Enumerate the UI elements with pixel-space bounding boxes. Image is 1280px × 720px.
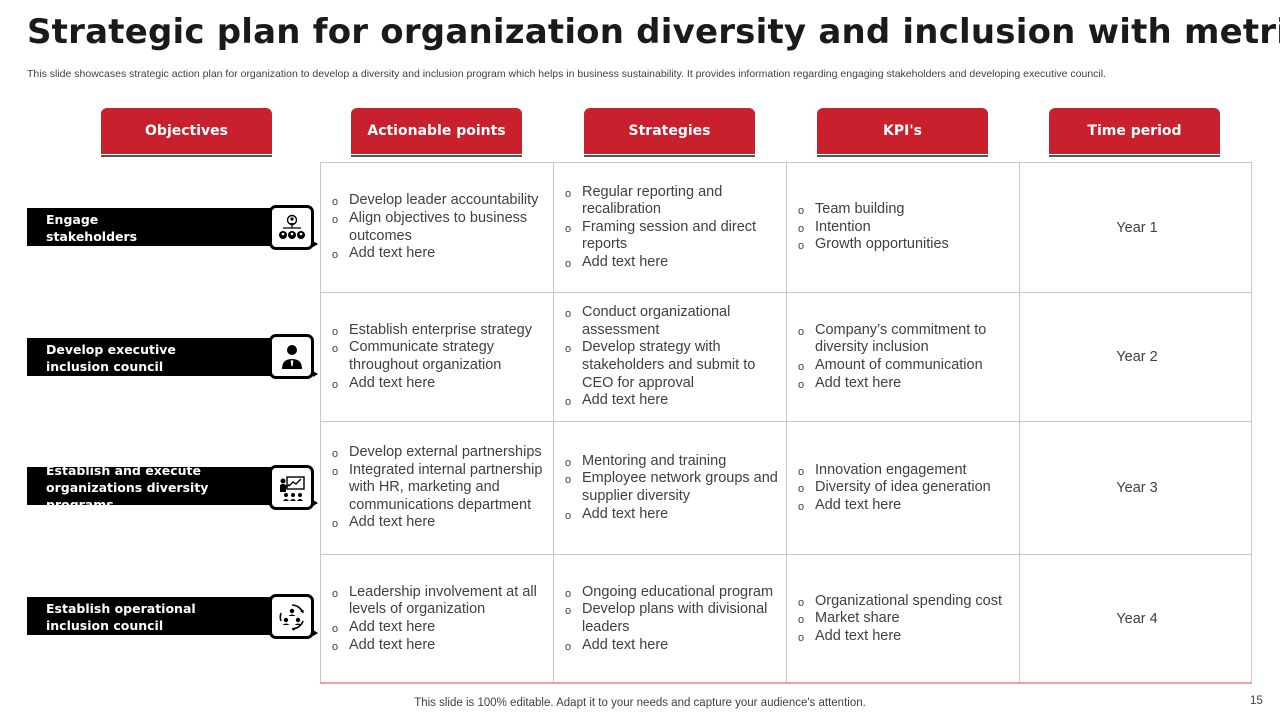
list-item: Company’s commitment to diversity inclus… [797,322,1011,357]
list-item: Team building [797,201,1011,220]
list-item: Establish enterprise strategy [331,322,545,341]
list-item: Amount of communication [797,357,1011,376]
slide-title: Strategic plan for organization diversit… [27,12,1280,52]
header-underline [1049,155,1220,157]
objective-executive-council: Develop executive inclusion council [27,338,277,376]
table-cell-time-period: Year 1 [1019,163,1252,293]
list-item: Add text here [331,514,545,533]
header-underline [817,155,988,157]
objective-label: Develop executive inclusion council [46,342,176,374]
list-item: Add text here [797,375,1011,394]
plan-table: Develop leader accountability Align obje… [320,162,1252,684]
list-item: Employee network groups and supplier div… [564,470,778,505]
council-cycle-icon [269,594,314,639]
header-underline [101,155,272,157]
table-cell-strategies: Conduct organizational assessment Develo… [553,293,786,422]
table-bottom-rule [320,682,1252,684]
table-cell-kpis: Innovation engagement Diversity of idea … [786,422,1019,555]
time-period-value: Year 2 [1116,349,1158,365]
header-objectives: Objectives [101,108,272,154]
list-item: Framing session and direct reports [564,219,778,254]
objective-diversity-programs: Establish and execute organizations dive… [27,463,277,512]
slide-subtitle: This slide showcases strategic action pl… [27,68,1106,80]
table-cell-time-period: Year 3 [1019,422,1252,555]
list-item: Diversity of idea generation [797,479,1011,498]
list-item: Organizational spending cost [797,593,1011,612]
objective-label: Establish and execute organizations dive… [46,462,209,512]
list-item: Add text here [331,619,545,638]
list-item: Conduct organizational assessment [564,304,778,339]
list-item: Communicate strategy throughout organiza… [331,339,545,374]
list-item: Add text here [331,245,545,264]
list-item: Integrated internal partnership with HR,… [331,462,545,515]
presentation-board-icon [269,465,314,510]
table-cell-actionable-points: Develop external partnerships Integrated… [320,422,553,555]
objective-label: Engage stakeholders [46,212,138,244]
list-item: Growth opportunities [797,236,1011,255]
table-cell-kpis: Organizational spending cost Market shar… [786,555,1019,684]
list-item: Align objectives to business outcomes [331,210,545,245]
list-item: Regular reporting and recalibration [564,184,778,219]
table-cell-strategies: Ongoing educational program Develop plan… [553,555,786,684]
list-item: Add text here [331,637,545,656]
slide-footer: This slide is 100% editable. Adapt it to… [414,697,866,709]
page-number: 15 [1250,695,1263,707]
list-item: Ongoing educational program [564,584,778,603]
header-actionable-points: Actionable points [351,108,522,154]
list-item: Add text here [564,254,778,273]
list-item: Mentoring and training [564,453,778,472]
list-item: Add text here [564,506,778,525]
list-item: Innovation engagement [797,462,1011,481]
stakeholders-group-icon [269,205,314,250]
table-cell-actionable-points: Establish enterprise strategy Communicat… [320,293,553,422]
table-cell-time-period: Year 4 [1019,555,1252,684]
objective-engage-stakeholders: Engage stakeholders [27,208,277,246]
table-cell-time-period: Year 2 [1019,293,1252,422]
table-cell-strategies: Mentoring and training Employee network … [553,422,786,555]
table-cell-kpis: Company’s commitment to diversity inclus… [786,293,1019,422]
objective-operational-council: Establish operational inclusion council [27,597,277,635]
table-cell-kpis: Team building Intention Growth opportuni… [786,163,1019,293]
executive-person-icon [269,334,314,379]
time-period-value: Year 4 [1116,611,1158,627]
table-cell-actionable-points: Leadership involvement at all levels of … [320,555,553,684]
list-item: Market share [797,610,1011,629]
header-underline [351,155,522,157]
list-item: Intention [797,219,1011,238]
list-item: Develop strategy with stakeholders and s… [564,339,778,392]
list-item: Develop external partnerships [331,444,545,463]
list-item: Develop plans with divisional leaders [564,601,778,636]
list-item: Add text here [797,497,1011,516]
table-cell-strategies: Regular reporting and recalibration Fram… [553,163,786,293]
list-item: Add text here [564,637,778,656]
table-cell-actionable-points: Develop leader accountability Align obje… [320,163,553,293]
objective-label: Establish operational inclusion council [46,601,196,633]
header-strategies: Strategies [584,108,755,154]
header-kpis: KPI's [817,108,988,154]
list-item: Add text here [564,392,778,411]
list-item: Leadership involvement at all levels of … [331,584,545,619]
header-underline [584,155,755,157]
time-period-value: Year 3 [1116,480,1158,496]
list-item: Add text here [797,628,1011,647]
header-time-period: Time period [1049,108,1220,154]
time-period-value: Year 1 [1116,219,1158,236]
list-item: Add text here [331,375,545,394]
list-item: Develop leader accountability [331,192,545,211]
